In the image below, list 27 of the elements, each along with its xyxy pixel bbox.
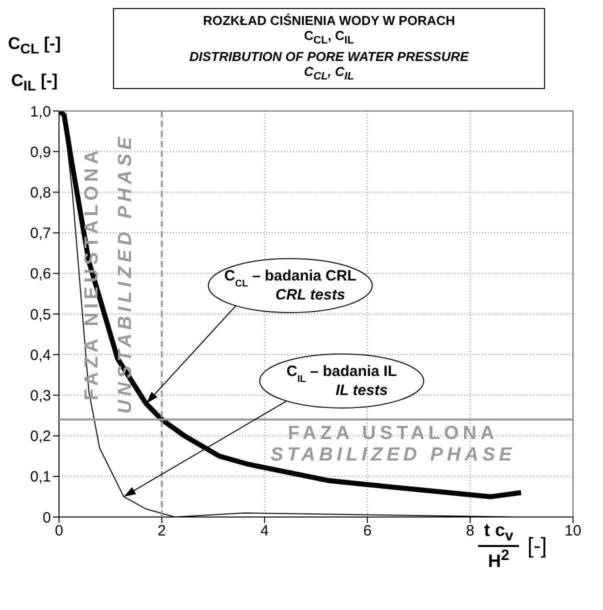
y-tick-label: 0	[42, 509, 51, 526]
annotation: FAZA NIEUSTALONA	[81, 146, 102, 400]
y-tick-label: 0,2	[30, 428, 51, 446]
x-tick-label: 6	[363, 522, 372, 540]
annotation: C$_{CL}$ – badania CRL CRL tests	[224, 268, 356, 304]
annotation: C$_{IL}$ – badania IL IL tests	[286, 362, 397, 399]
y-tick-label: 0,7	[30, 225, 51, 242]
text: C$_{CL}$ [-] C$_{IL}$ [-]	[8, 34, 61, 95]
annotation: UNSTABILIZED PHASE	[114, 133, 136, 414]
y-tick-label: 0,4	[30, 346, 51, 364]
text: t c$_{v}$ H$^{2}$ [-]	[484, 520, 547, 571]
annotation: FAZA USTALONA	[288, 422, 498, 444]
y-tick-label: 0,5	[30, 306, 51, 324]
y-tick-label: 0,8	[30, 184, 51, 202]
x-tick-label: 8	[466, 522, 474, 540]
x-tick-label: 0	[54, 522, 64, 540]
chart-title: ROZKŁAD CIŚNIENIA WODY W PORACH C$_{CL}$, C$_{IL}$	[202, 13, 456, 49]
x-tick-label: 10	[564, 522, 582, 540]
x-tick-label: 4	[260, 522, 269, 540]
y-tick-label: 0,9	[30, 144, 51, 161]
y-tick-label: 1,0	[30, 103, 51, 120]
x-tick-label: 2	[158, 522, 166, 540]
y-tick-label: 0,1	[30, 468, 51, 486]
y-tick-label: 0,3	[30, 388, 51, 405]
annotation: STABILIZED PHASE	[270, 444, 516, 466]
y-tick-label: 0,6	[30, 266, 51, 283]
chart-subtitle: DISTRIBUTION OF PORE WATER PRESSURE C$_{CL}$, C$_{IL}$	[188, 48, 470, 84]
